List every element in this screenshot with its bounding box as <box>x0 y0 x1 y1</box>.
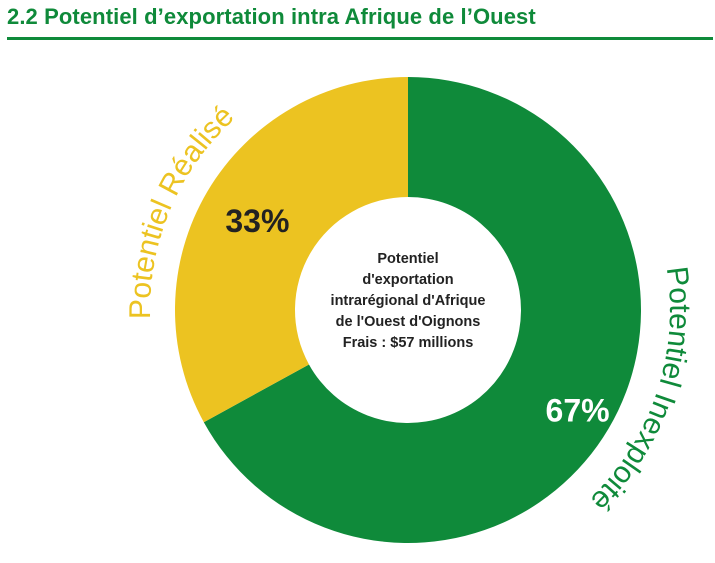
center-label: Potentiel d'exportation intrarégional d'… <box>302 249 514 354</box>
center-line: Potentiel <box>377 251 439 267</box>
donut-slice <box>203 77 642 543</box>
center-line: de l'Ouest d'Oignons <box>335 314 481 330</box>
donut-slice <box>175 77 408 423</box>
slice-percentage-label: 33% <box>225 203 289 239</box>
title-underline <box>7 37 713 40</box>
center-line: intrarégional d'Afrique <box>330 293 486 309</box>
percentage-labels: 67% 33% <box>225 203 609 428</box>
page-title: 2.2 Potentiel d’exportation intra Afriqu… <box>7 4 536 29</box>
slice-percentage-label: 67% <box>546 392 610 428</box>
donut-slices <box>175 77 642 543</box>
center-line: d'exportation <box>362 272 454 288</box>
center-line: Frais : $57 millions <box>342 335 474 351</box>
